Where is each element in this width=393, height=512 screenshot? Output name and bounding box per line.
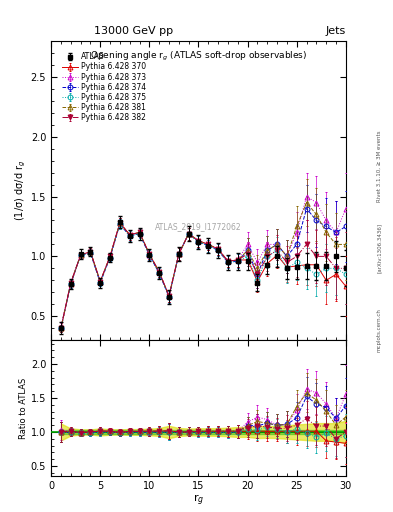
Text: [arXiv:1306.3436]: [arXiv:1306.3436] (377, 223, 382, 273)
Y-axis label: Ratio to ATLAS: Ratio to ATLAS (19, 377, 28, 439)
X-axis label: r$_g$: r$_g$ (193, 493, 204, 508)
Text: 13000 GeV pp: 13000 GeV pp (94, 26, 173, 36)
Text: mcplots.cern.ch: mcplots.cern.ch (377, 308, 382, 352)
Text: Opening angle r$_g$ (ATLAS soft-drop observables): Opening angle r$_g$ (ATLAS soft-drop obs… (90, 50, 307, 63)
Y-axis label: (1/σ) dσ/d r$_g$: (1/σ) dσ/d r$_g$ (13, 160, 28, 221)
Text: Rivet 3.1.10, ≥ 3M events: Rivet 3.1.10, ≥ 3M events (377, 131, 382, 202)
Text: Jets: Jets (325, 26, 346, 36)
Legend: ATLAS, Pythia 6.428 370, Pythia 6.428 373, Pythia 6.428 374, Pythia 6.428 375, P: ATLAS, Pythia 6.428 370, Pythia 6.428 37… (61, 51, 147, 124)
Text: ATLAS_2019_I1772062: ATLAS_2019_I1772062 (155, 222, 242, 231)
